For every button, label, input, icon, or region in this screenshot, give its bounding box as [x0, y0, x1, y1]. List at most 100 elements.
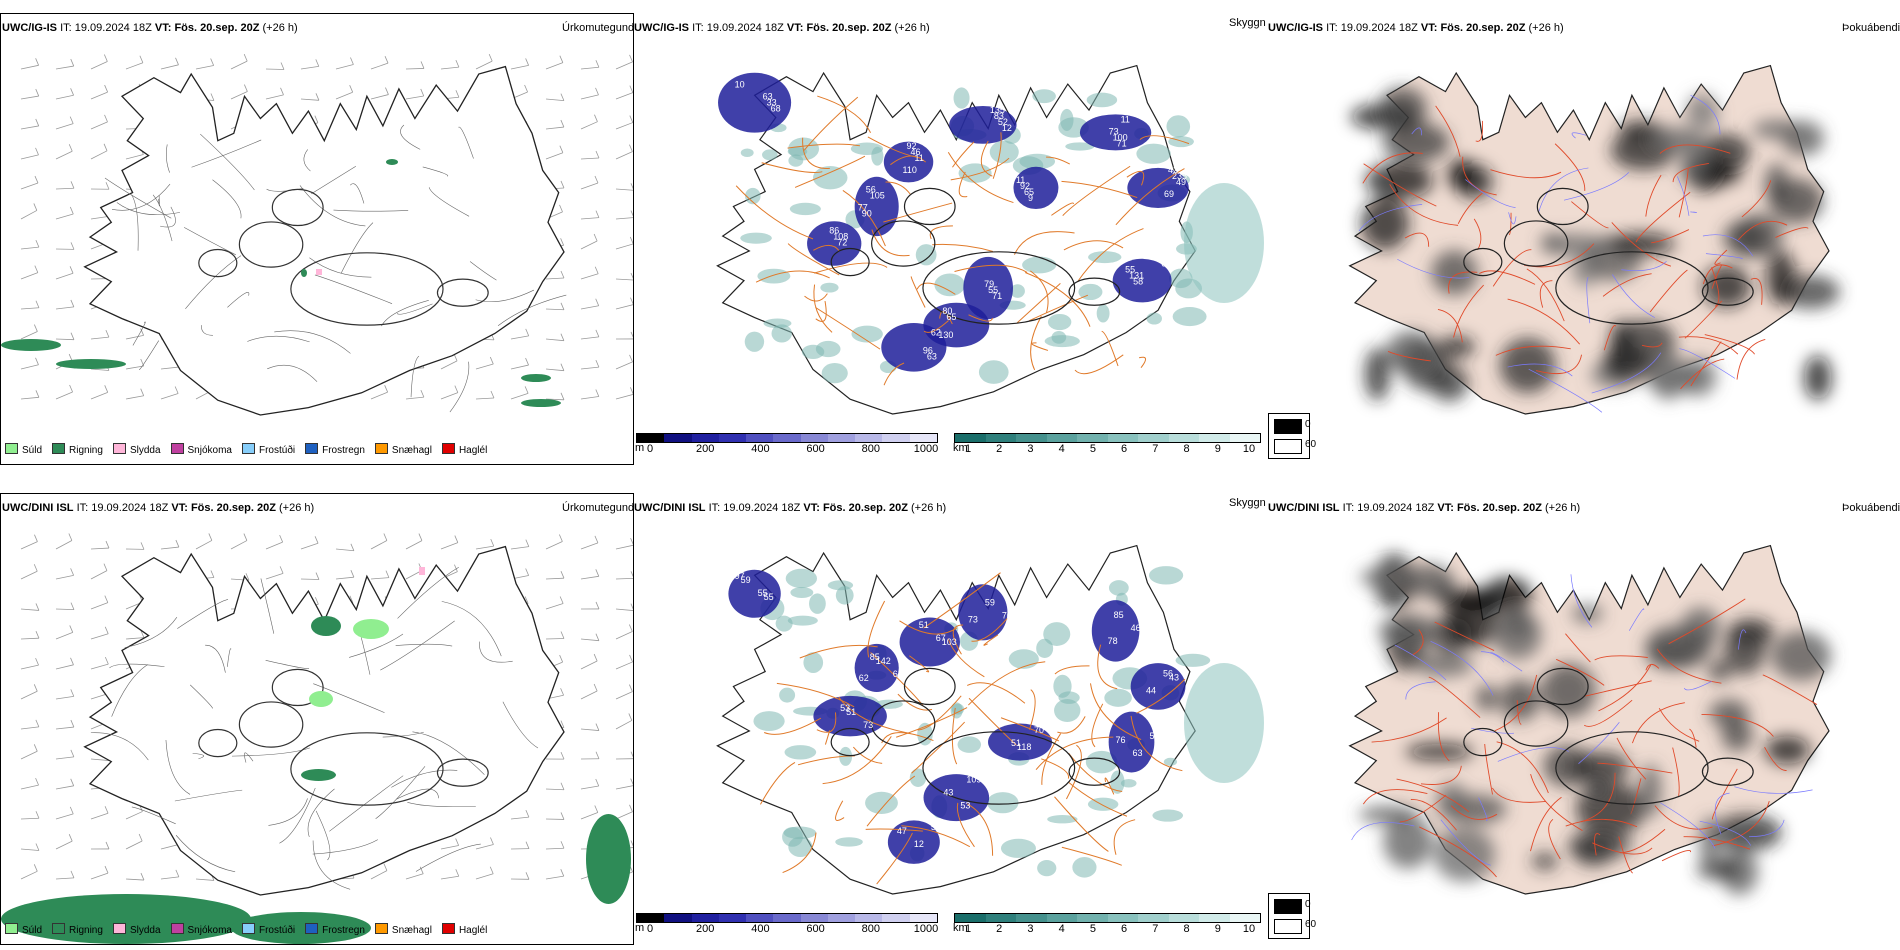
colorbar-tick: 0	[646, 443, 654, 455]
fog-legend: 0 60	[1268, 893, 1316, 939]
ceiling-value: 130	[938, 330, 953, 340]
ceiling-value: 70	[1002, 610, 1012, 620]
fog-shading	[1358, 553, 1831, 895]
ceiling-value: 12	[914, 839, 924, 849]
ceiling-value: 63	[1133, 748, 1143, 758]
valid-time: Fös. 20.sep. 20Z	[174, 22, 260, 34]
legend-label: Frostúði	[258, 925, 296, 936]
iceland-coastline	[83, 65, 565, 416]
run-header-dini-cloud: UWC/DINI ISL IT: 19.09.2024 18Z VT: Fös.…	[634, 502, 947, 514]
colorbar-tick: 800	[861, 923, 880, 935]
ceiling-value: 51	[846, 707, 856, 717]
road-network	[735, 95, 1190, 386]
ceiling-value: 142	[876, 656, 891, 666]
ceiling-value: 42	[1168, 165, 1178, 175]
legend-label: Snæhagl	[391, 445, 432, 456]
ceiling-value: 11	[915, 153, 924, 163]
ceiling-value: 55	[1125, 265, 1135, 275]
ceiling-value: 57	[931, 822, 941, 832]
ceiling-value: 105	[870, 190, 885, 200]
legend-swatch	[374, 923, 388, 934]
colorbar-tick: 7	[1152, 443, 1159, 455]
colorbar-tick: 9	[1214, 923, 1221, 935]
ceiling-value: 96	[923, 345, 933, 355]
ceiling-value: 62	[893, 669, 903, 679]
colorbar-tick: 600	[806, 923, 825, 935]
legend-label: Slydda	[129, 925, 161, 936]
init-time: 19.09.2024 18Z	[74, 22, 152, 34]
panel-type-label: Úrkomutegund	[562, 502, 635, 514]
ceiling-value: 67	[936, 633, 946, 643]
road-network	[90, 567, 539, 890]
ceiling-value: 109	[966, 775, 981, 785]
colorbar-tick: 800	[861, 443, 880, 455]
ceiling-value: 47	[897, 826, 907, 836]
legend-label: Snjókoma	[187, 445, 232, 456]
ceiling-value: 69	[1164, 189, 1174, 199]
colorbar-tick: 10	[1242, 923, 1256, 935]
visibility-shading	[753, 566, 1264, 878]
colorbar-tick: 400	[751, 923, 770, 935]
ceiling-value: 100	[1113, 132, 1128, 142]
ceiling-value: 44	[1146, 685, 1156, 695]
road-network	[104, 124, 567, 413]
legend-item: Slydda	[112, 923, 161, 936]
road-network	[1362, 105, 1809, 390]
ceiling-value: 12	[1002, 123, 1012, 133]
ceiling-value: 43	[1169, 672, 1179, 682]
panel-type-label: Úrkomutegund	[562, 22, 635, 34]
colorbar-tick: 3	[1027, 443, 1034, 455]
road-network	[760, 572, 1186, 885]
ceiling-value: 49	[1176, 177, 1186, 187]
fog-legend: 0 60	[1268, 413, 1316, 459]
ceiling-value: 53	[960, 801, 970, 811]
glacier-outlines	[198, 188, 489, 326]
ceiling-value: 11	[1121, 114, 1130, 124]
legend-swatch	[5, 923, 18, 934]
legend-item: Frostregn	[305, 443, 365, 456]
ceiling-value: 51	[1011, 738, 1021, 748]
colorbar-tick: 200	[696, 443, 715, 455]
ceiling-value: 63	[927, 351, 937, 361]
fog-shading	[1350, 87, 1840, 402]
ceiling-value: 33	[767, 98, 777, 108]
ceiling-value: 62	[931, 327, 941, 337]
panel-type-label: Þokuábendi	[1842, 502, 1900, 514]
ceiling-value: 92	[907, 141, 917, 151]
ceiling-value: 85	[870, 652, 880, 662]
colorbar-tick: 5	[1089, 923, 1096, 935]
colorbar-tick: 2	[996, 923, 1003, 935]
legend-swatch	[170, 443, 184, 454]
colorbar-tick: 200	[696, 923, 715, 935]
visibility-shading	[740, 87, 1264, 384]
fog-panel-dini: 0 60	[1266, 493, 1900, 945]
ceiling-value: 108	[833, 232, 848, 242]
run-header-ig: UWC/IG-IS IT: 19.09.2024 18Z VT: Fös. 20…	[2, 22, 298, 34]
legend-label: Rigning	[69, 925, 103, 936]
glacier-outlines	[830, 187, 1121, 325]
fog-map-ig	[1348, 64, 1840, 415]
ceiling-value: 131	[1129, 271, 1144, 281]
visibility-colorbar: km 1 2 3 4 5 6 7 8 9 10	[953, 913, 1261, 939]
legend-swatch	[441, 443, 455, 454]
precip-areas	[1, 159, 561, 407]
legend-swatch	[5, 443, 18, 454]
ceiling-value: 55	[764, 592, 774, 602]
glacier-outlines	[1463, 187, 1754, 325]
ceiling-value: 65	[946, 312, 956, 322]
fog-map-dini	[1348, 544, 1831, 895]
ceiling-value: 70	[1034, 725, 1044, 735]
legend-label: Frostregn	[322, 445, 365, 456]
legend-swatch	[241, 443, 255, 454]
panel-type-label: Skyggni	[1229, 17, 1269, 29]
colorbar-tick: 4	[1058, 443, 1065, 455]
legend-label: Frostúði	[258, 445, 296, 456]
colorbar-tick: 8	[1183, 443, 1190, 455]
cloud-map-ig: 1010511129114958716265726856465265712351…	[716, 64, 1264, 415]
legend-label: Súld	[22, 925, 43, 936]
panel-type-label: Þokuábendi	[1842, 22, 1900, 34]
ceiling-value: 71	[1117, 138, 1127, 148]
road-network	[1358, 94, 1754, 413]
ceiling-value: 71	[992, 291, 1002, 301]
ceiling-value: 86	[829, 226, 839, 236]
